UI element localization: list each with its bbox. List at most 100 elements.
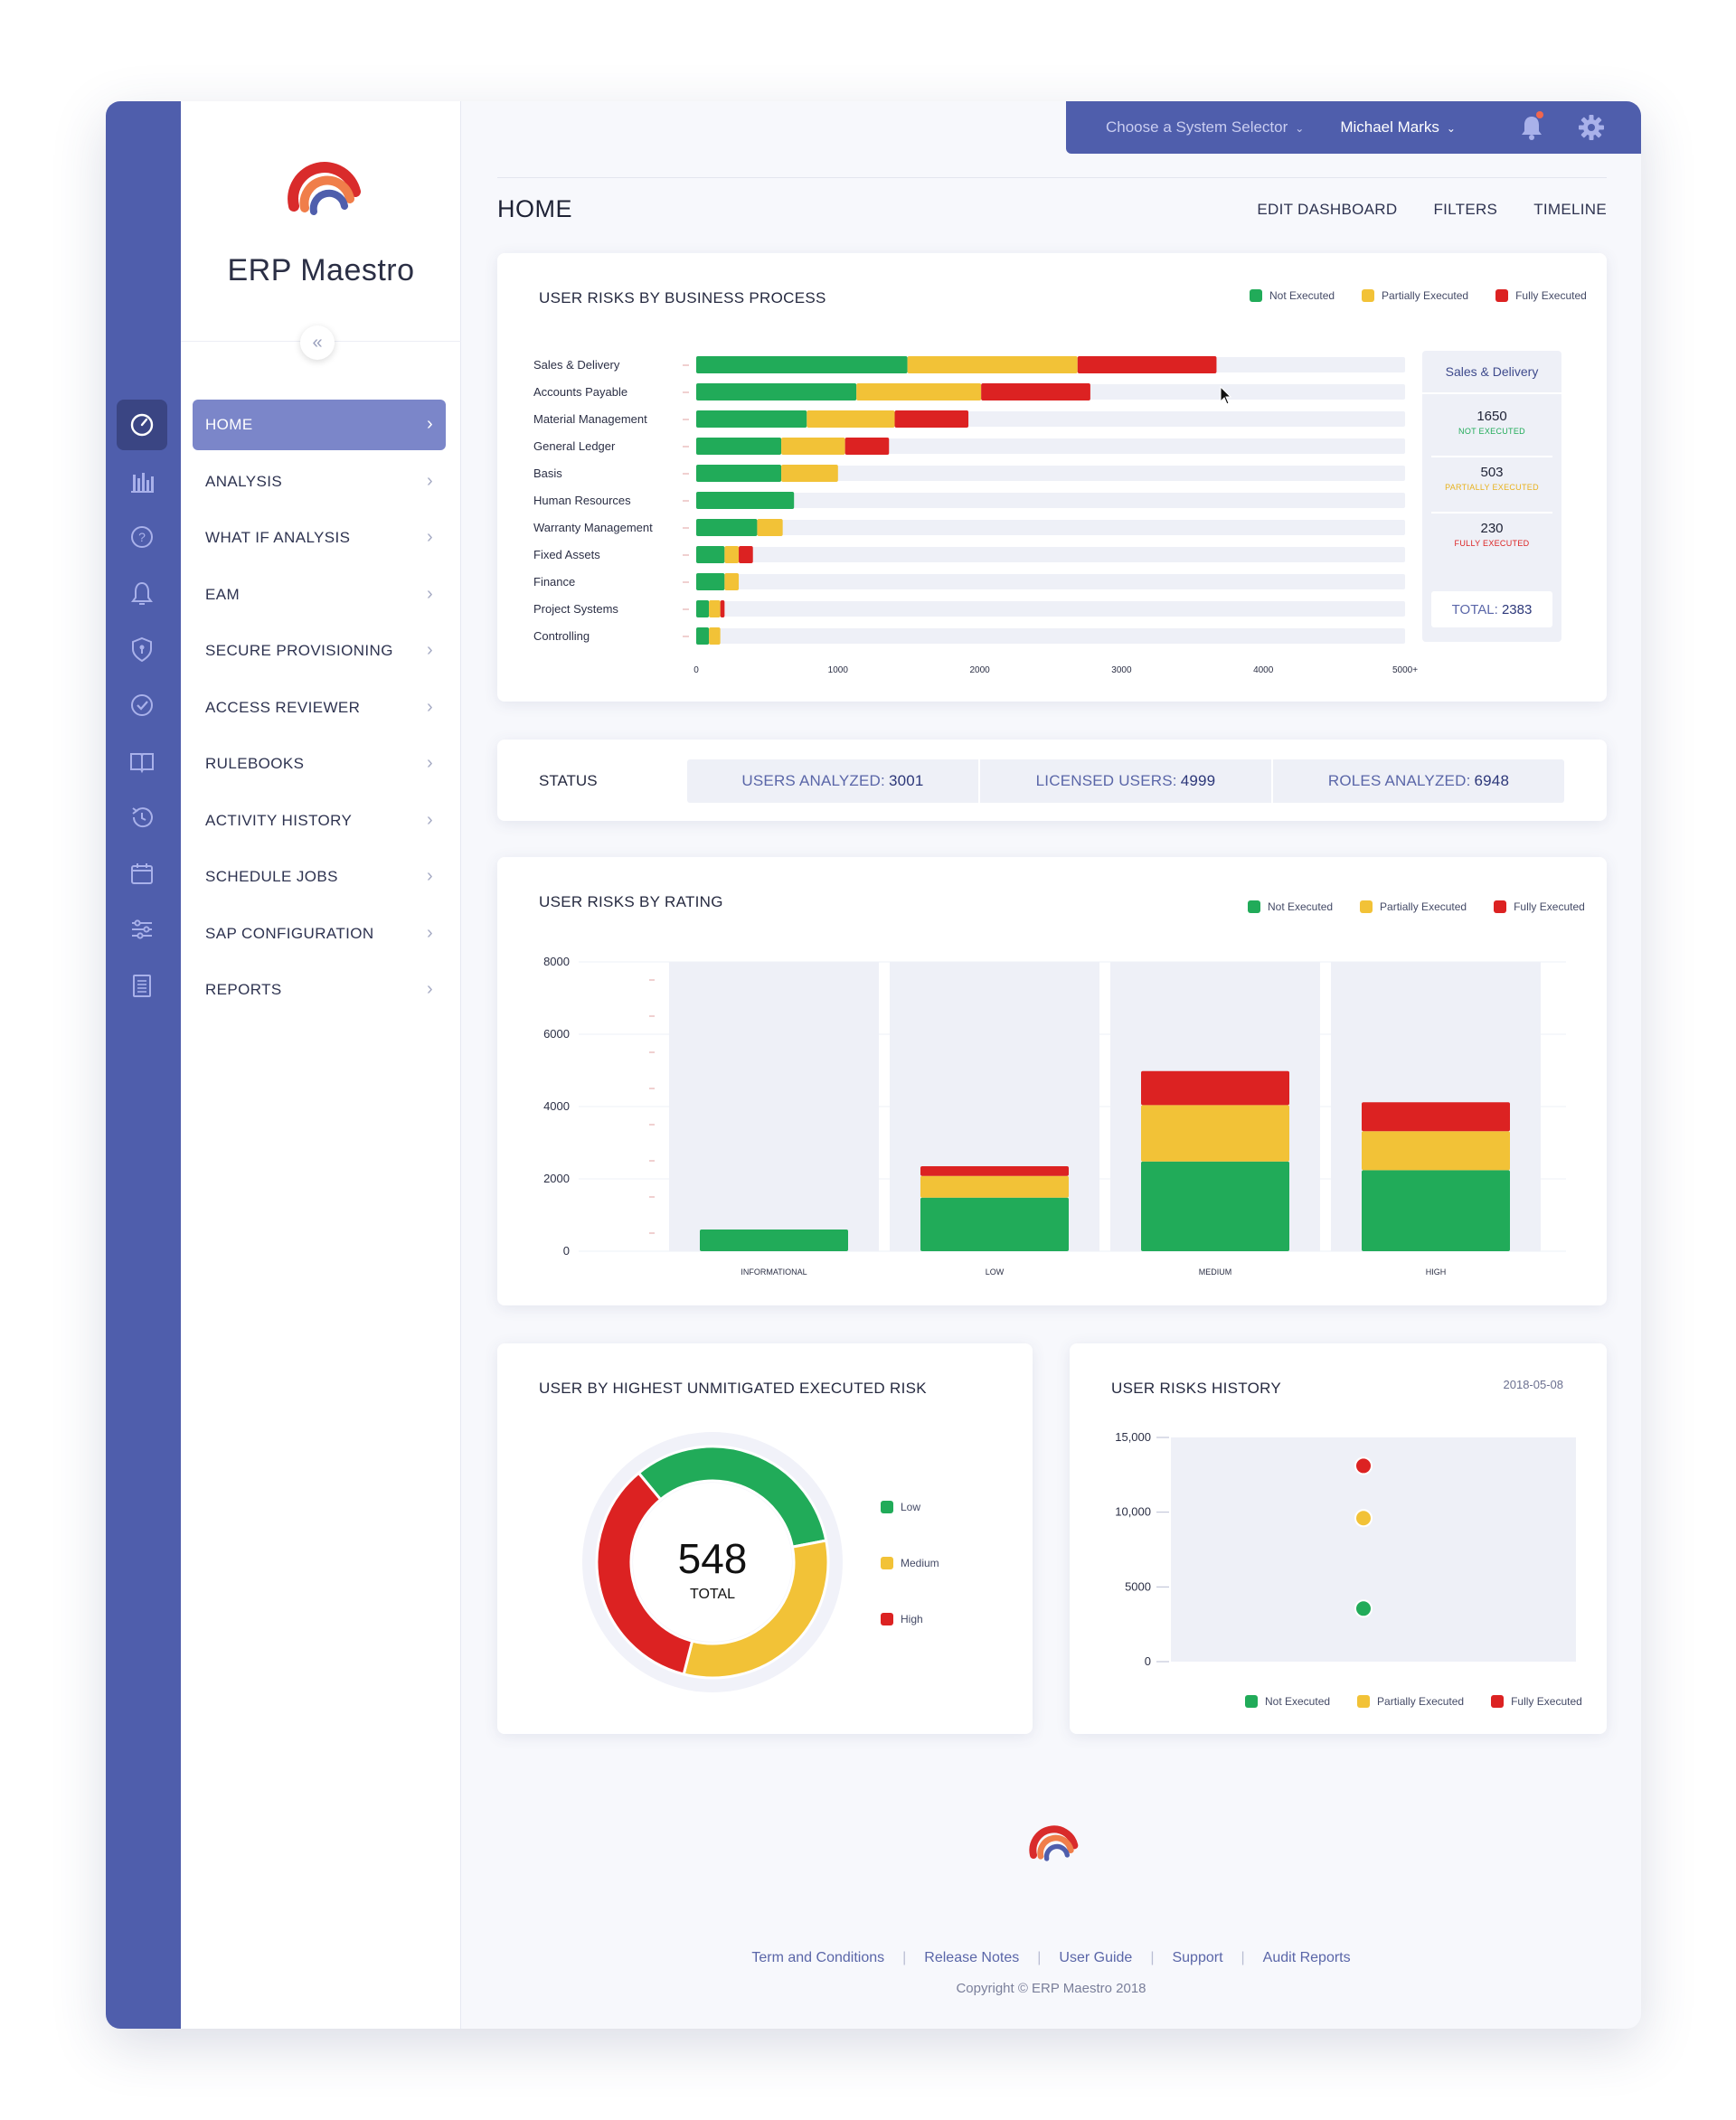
rail-button-sliders[interactable] <box>117 904 167 955</box>
rail-button-check-circle[interactable] <box>117 680 167 730</box>
chevron-right-icon: › <box>426 527 433 547</box>
brand-logo <box>181 136 461 249</box>
donut-slice-low[interactable] <box>637 1445 828 1549</box>
bar-segment-partially-executed[interactable] <box>807 410 895 428</box>
bar-segment-partially-executed[interactable] <box>856 383 982 400</box>
rail-button-history[interactable] <box>117 792 167 843</box>
stat-value: 503 <box>1480 465 1504 480</box>
rail-button-report-doc[interactable] <box>117 960 167 1011</box>
sidebar-item-what-if-analysis[interactable]: WHAT IF ANALYSIS › <box>193 513 446 563</box>
bar-segment-partially-executed[interactable] <box>724 573 740 590</box>
bar-segment-not-executed[interactable] <box>696 546 725 563</box>
bar-segment-partially-executed[interactable] <box>1141 1105 1289 1162</box>
legend-label: Not Executed <box>1269 289 1335 302</box>
bar-segment-partially-executed[interactable] <box>757 519 783 536</box>
bar-segment-not-executed[interactable] <box>696 438 782 455</box>
bar-segment-not-executed[interactable] <box>696 356 908 373</box>
sidebar-item-secure-provisioning[interactable]: SECURE PROVISIONING › <box>193 626 446 676</box>
bar-segment-not-executed[interactable] <box>700 1230 848 1251</box>
risk-history-card: USER RISKS HISTORY 2018-05-08 15,000 10,0… <box>1070 1343 1607 1734</box>
rail-button-analysis-bar[interactable] <box>117 456 167 506</box>
users-analyzed-stat: USERS ANALYZED: 3001 <box>687 759 980 803</box>
business-process-card: USER RISKS BY BUSINESS PROCESS Not Execu… <box>497 253 1607 702</box>
bar-track <box>696 466 1405 481</box>
user-guide-link[interactable]: User Guide <box>1059 1950 1133 1965</box>
legend-not-executed: Not Executed <box>1245 1695 1330 1708</box>
rail-button-alarm-bell[interactable] <box>117 568 167 618</box>
legend-swatch <box>1362 289 1375 302</box>
rail-button-shield[interactable] <box>117 624 167 674</box>
rail-button-calendar[interactable] <box>117 848 167 899</box>
page-title: HOME <box>497 195 572 222</box>
settings-gear-icon[interactable] <box>1576 112 1607 143</box>
sidebar-item-activity-history[interactable]: ACTIVITY HISTORY › <box>193 796 446 846</box>
release-notes-link[interactable]: Release Notes <box>924 1950 1020 1965</box>
filters-button[interactable]: FILTERS <box>1433 201 1498 218</box>
bar-segment-not-executed[interactable] <box>696 573 725 590</box>
bar-segment-fully-executed[interactable] <box>844 438 890 455</box>
bar-segment-not-executed[interactable] <box>696 519 758 536</box>
bar-segment-fully-executed[interactable] <box>920 1166 1069 1176</box>
bar-segment-not-executed[interactable] <box>696 410 807 428</box>
collapse-sidebar-button[interactable]: « <box>300 325 335 360</box>
timeline-button[interactable]: TIMELINE <box>1533 201 1607 218</box>
sidebar-item-schedule-jobs[interactable]: SCHEDULE JOBS › <box>193 852 446 902</box>
sidebar-item-analysis[interactable]: ANALYSIS › <box>193 457 446 507</box>
support-link[interactable]: Support <box>1172 1950 1223 1965</box>
data-point-partially-executed[interactable] <box>1354 1509 1373 1528</box>
bar-segment-fully-executed[interactable] <box>981 383 1090 400</box>
legend-partially-executed: Partially Executed <box>1362 289 1468 302</box>
terms-link[interactable]: Term and Conditions <box>751 1950 885 1965</box>
y-tick-label: 0 <box>1145 1654 1151 1668</box>
sidebar-item-eam[interactable]: EAM › <box>193 570 446 620</box>
bar-segment-not-executed[interactable] <box>920 1197 1069 1251</box>
bar-segment-partially-executed[interactable] <box>781 465 838 482</box>
sidebar-item-reports[interactable]: REPORTS › <box>193 965 446 1015</box>
bar-segment-fully-executed[interactable] <box>1141 1070 1289 1106</box>
sidebar-item-rulebooks[interactable]: RULEBOOKS › <box>193 739 446 789</box>
notifications-bell-icon[interactable] <box>1516 112 1547 143</box>
bar-segment-fully-executed[interactable] <box>894 410 969 428</box>
rating-chart: 8000 6000 4000 2000 0 INFORMATIONAL LOW MEDIUM H… <box>543 955 1566 1277</box>
bar-segment-not-executed[interactable] <box>696 492 795 509</box>
data-point-not-executed[interactable] <box>1354 1599 1373 1618</box>
sidebar-item-home[interactable]: HOME › <box>193 400 446 450</box>
sidebar-item-sap-configuration[interactable]: SAP CONFIGURATION › <box>193 909 446 959</box>
bar-segment-partially-executed[interactable] <box>709 600 721 617</box>
rail-button-book[interactable] <box>117 736 167 787</box>
x-tick-label: HIGH <box>1426 1267 1447 1277</box>
bar-segment-not-executed[interactable] <box>696 627 710 645</box>
audit-reports-link[interactable]: Audit Reports <box>1262 1950 1351 1965</box>
x-tick-label: 3000 <box>1111 665 1132 675</box>
legend-swatch <box>1248 900 1260 913</box>
bar-segment-partially-executed[interactable] <box>781 438 845 455</box>
bar-segment-not-executed[interactable] <box>696 600 710 617</box>
legend-swatch <box>1357 1695 1371 1708</box>
sidebar-item-access-reviewer[interactable]: ACCESS REVIEWER › <box>193 683 446 733</box>
bar-segment-fully-executed[interactable] <box>1362 1102 1510 1132</box>
stat-divider <box>1431 512 1552 514</box>
bar-segment-not-executed[interactable] <box>1141 1161 1289 1251</box>
bar-segment-partially-executed[interactable] <box>1362 1131 1510 1171</box>
bar-segment-not-executed[interactable] <box>1362 1170 1510 1251</box>
rail-button-dashboard[interactable] <box>117 400 167 450</box>
data-point-fully-executed[interactable] <box>1354 1456 1373 1475</box>
donut-slice-medium[interactable] <box>682 1539 830 1680</box>
bar-segment-fully-executed[interactable] <box>1077 356 1217 373</box>
rating-card: USER RISKS BY RATING Not Executed Partia… <box>497 857 1607 1305</box>
system-selector-dropdown[interactable]: Choose a System Selector ⌄ <box>1106 118 1304 137</box>
bar-segment-not-executed[interactable] <box>696 383 857 400</box>
bar-segment-partially-executed[interactable] <box>709 627 721 645</box>
x-tick-label: INFORMATIONAL <box>741 1267 807 1277</box>
icon-rail: ? <box>106 101 181 2029</box>
bar-segment-fully-executed[interactable] <box>739 546 753 563</box>
donut-slice-high[interactable] <box>595 1471 694 1676</box>
bar-segment-partially-executed[interactable] <box>920 1175 1069 1198</box>
rail-button-help-question[interactable]: ? <box>117 512 167 562</box>
bar-segment-partially-executed[interactable] <box>907 356 1078 373</box>
user-menu-dropdown[interactable]: Michael Marks ⌄ <box>1340 118 1456 137</box>
bar-segment-fully-executed[interactable] <box>720 600 725 617</box>
bar-segment-partially-executed[interactable] <box>724 546 740 563</box>
bar-segment-not-executed[interactable] <box>696 465 782 482</box>
edit-dashboard-button[interactable]: EDIT DASHBOARD <box>1257 201 1398 218</box>
